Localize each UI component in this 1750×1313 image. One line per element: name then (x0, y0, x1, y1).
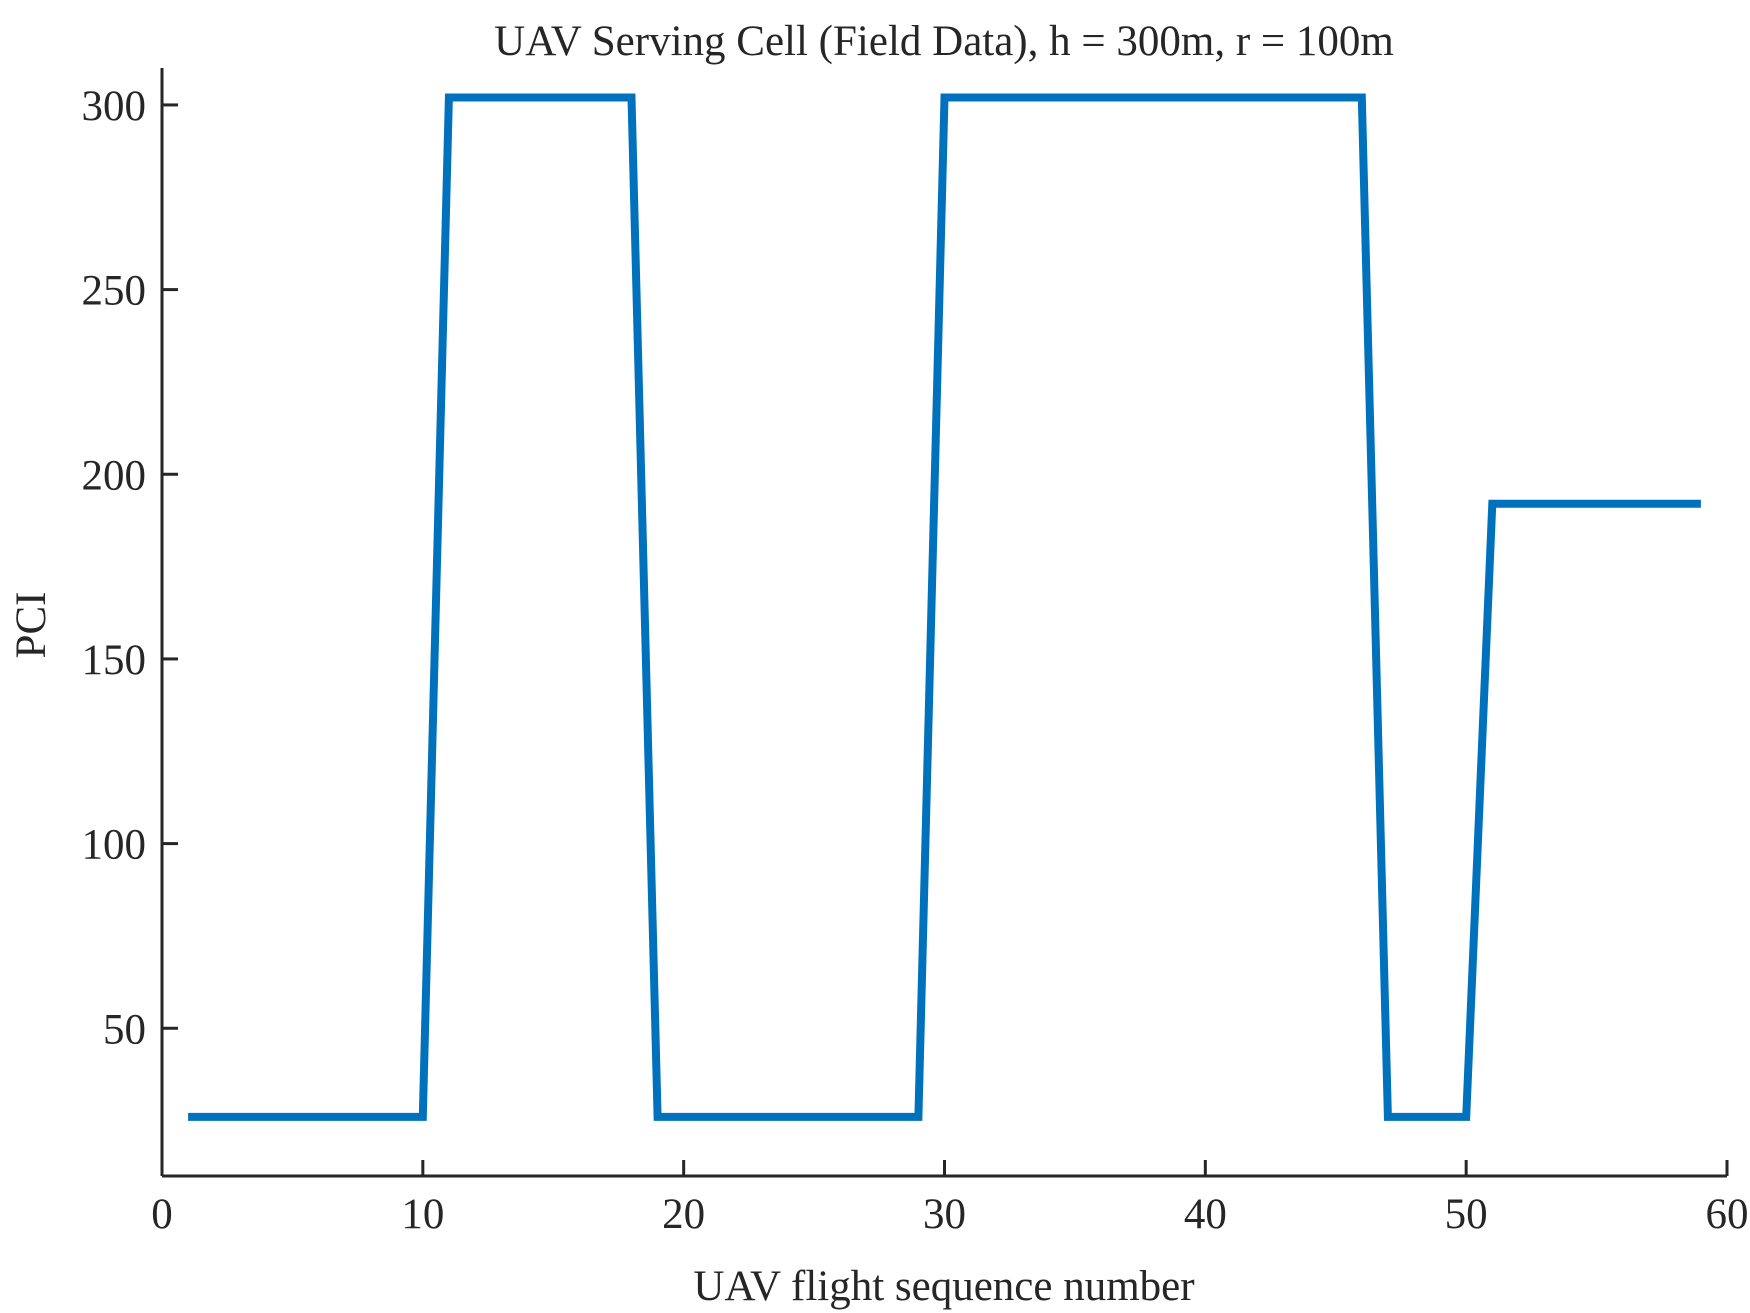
y-axis-label: PCI (8, 592, 55, 659)
x-axis-ticks: 0 10 20 30 40 50 60 (151, 1160, 1749, 1238)
y-tick-label: 50 (103, 1006, 146, 1053)
y-tick-label: 150 (82, 637, 147, 684)
y-tick-label: 300 (82, 83, 147, 130)
series-line (188, 93, 1701, 1121)
y-tick-label: 200 (82, 452, 147, 499)
y-axis-ticks: 50 100 150 200 250 300 (82, 83, 178, 1053)
chart-title: UAV Serving Cell (Field Data), h = 300m,… (494, 18, 1394, 65)
x-tick-label: 30 (923, 1191, 966, 1238)
plot-area (188, 93, 1701, 1121)
y-tick-label: 100 (82, 822, 147, 869)
y-tick-label: 250 (82, 268, 147, 315)
x-tick-label: 60 (1706, 1191, 1749, 1238)
x-tick-label: 0 (151, 1191, 173, 1238)
x-tick-label: 20 (662, 1191, 705, 1238)
x-axis-label: UAV flight sequence number (693, 1263, 1194, 1310)
x-tick-label: 50 (1445, 1191, 1488, 1238)
x-tick-label: 10 (401, 1191, 444, 1238)
x-tick-label: 40 (1184, 1191, 1227, 1238)
